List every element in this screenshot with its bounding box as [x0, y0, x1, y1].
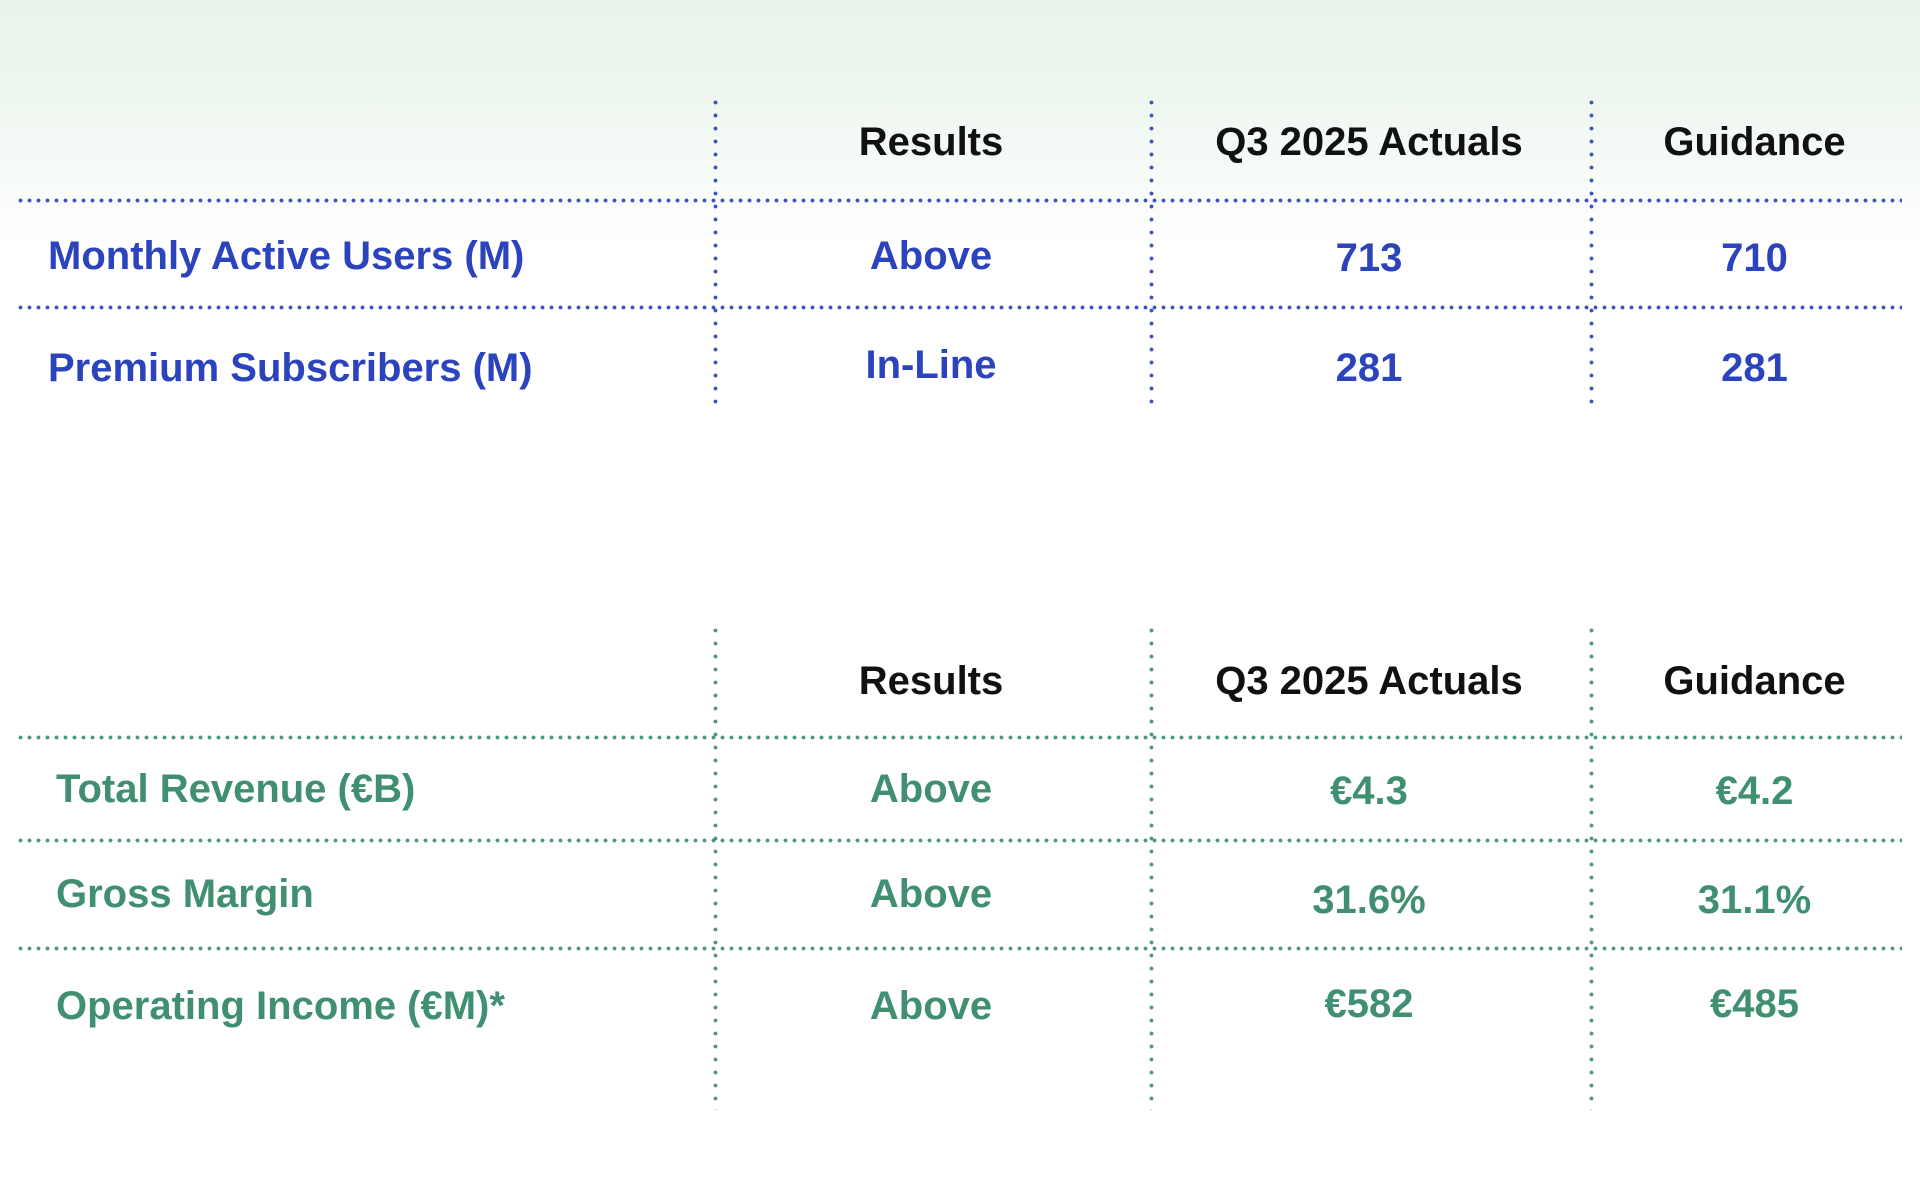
result-value: Above: [869, 872, 993, 916]
dotted-column-separator: [1589, 628, 1594, 1110]
row-label-total-revenue: Total Revenue (€B): [56, 767, 416, 811]
dotted-column-separator: [713, 628, 718, 1110]
row-label-premium-subscribers: Premium Subscribers (M): [48, 346, 533, 390]
column-header-results: Results: [858, 120, 1004, 164]
column-header-actuals: Q3 2025 Actuals: [1215, 659, 1523, 703]
guidance-value: 710: [1721, 236, 1788, 280]
column-header-guidance: Guidance: [1663, 120, 1846, 164]
guidance-value: 281: [1721, 346, 1788, 390]
dotted-column-separator: [1589, 100, 1594, 405]
guidance-value: €4.2: [1715, 769, 1794, 813]
dotted-column-separator: [713, 100, 718, 405]
result-value: Above: [869, 984, 993, 1028]
actual-value: 281: [1335, 346, 1403, 390]
dotted-row-separator: [18, 305, 1902, 310]
actual-value: €4.3: [1330, 769, 1408, 813]
dotted-column-separator: [1149, 100, 1154, 405]
dotted-column-separator: [1149, 628, 1154, 1110]
guidance-value: €485: [1710, 982, 1799, 1026]
dotted-row-separator: [18, 735, 1902, 740]
result-value: In-Line: [865, 343, 997, 387]
column-header-results: Results: [858, 659, 1004, 703]
row-label-monthly-active-users: Monthly Active Users (M): [48, 234, 525, 278]
result-value: Above: [869, 767, 993, 811]
actual-value: €582: [1324, 982, 1414, 1026]
row-label-gross-margin: Gross Margin: [56, 872, 314, 916]
column-header-guidance: Guidance: [1663, 659, 1846, 703]
result-value: Above: [869, 234, 993, 278]
guidance-value: 31.1%: [1697, 878, 1812, 922]
dotted-row-separator: [18, 946, 1902, 951]
dotted-row-separator: [18, 838, 1902, 843]
dotted-row-separator: [18, 198, 1902, 203]
actual-value: 31.6%: [1312, 878, 1426, 922]
actual-value: 713: [1335, 236, 1403, 280]
column-header-actuals: Q3 2025 Actuals: [1215, 120, 1523, 164]
row-label-operating-income: Operating Income (€M)*: [56, 984, 505, 1028]
